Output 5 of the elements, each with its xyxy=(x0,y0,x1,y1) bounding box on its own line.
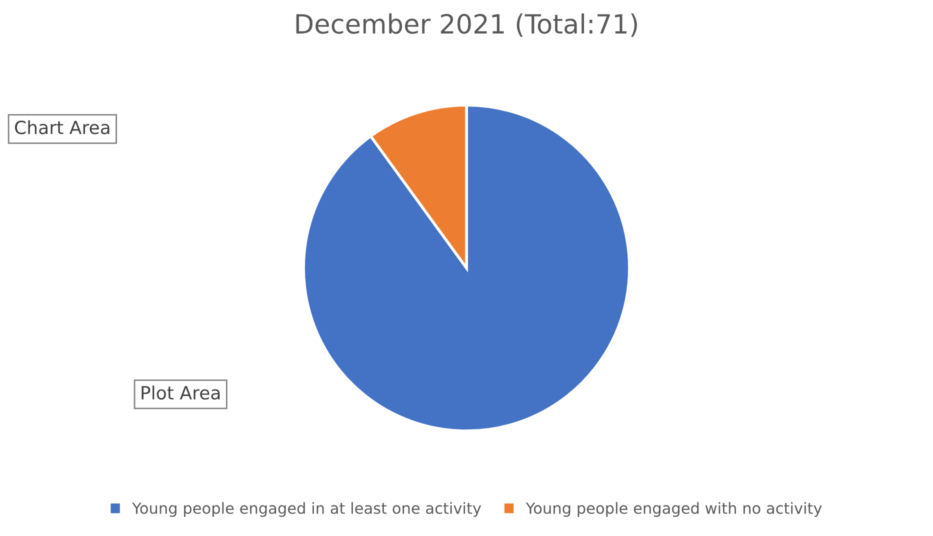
legend-label: Young people engaged in at least one activity xyxy=(132,502,482,517)
text: Plot Area xyxy=(142,386,220,400)
text: Chart Area xyxy=(15,120,110,134)
legend-label: Young people engaged with no activity xyxy=(526,502,822,517)
chart-title: December 2021 (Total:71) xyxy=(296,13,637,37)
